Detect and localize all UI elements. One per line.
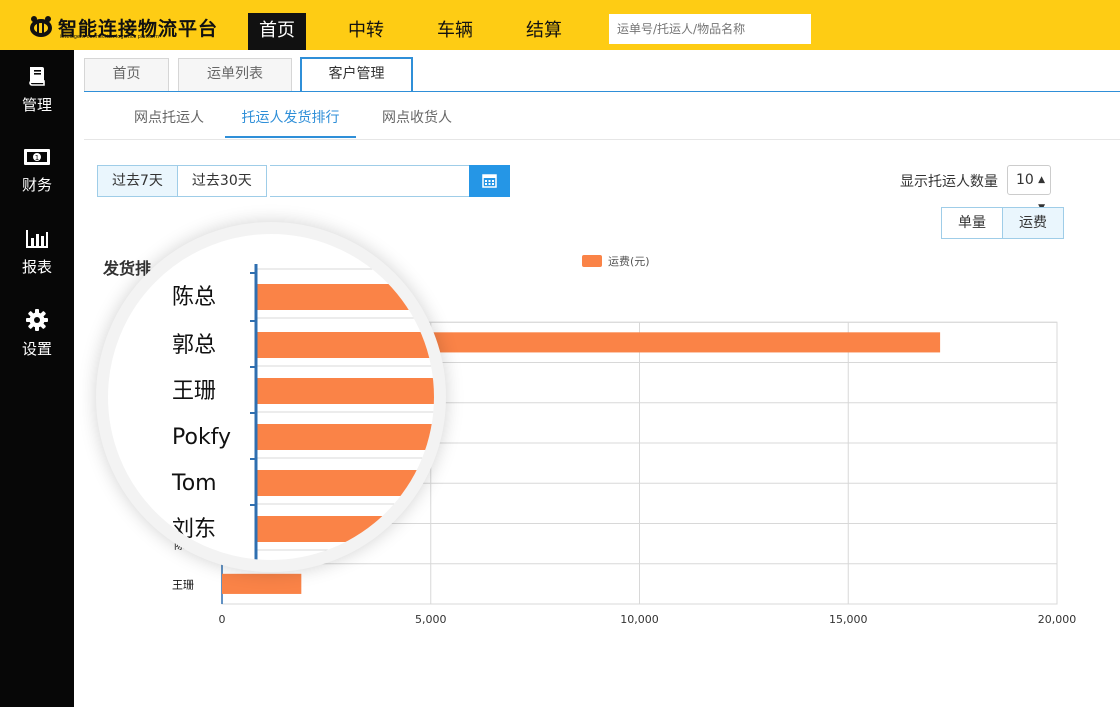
sidebar-label: 财务 bbox=[21, 176, 52, 194]
mag-y-label: Tom bbox=[171, 471, 217, 496]
subtab-branch-receivers[interactable]: 网点收货人 bbox=[382, 110, 452, 126]
last-30-days-button[interactable]: 过去30天 bbox=[176, 166, 266, 196]
x-tick-label: 20,000 bbox=[1038, 613, 1077, 626]
sidebar-item-finance[interactable]: 1 财务 bbox=[0, 146, 74, 218]
magnifier-overlay: 陈总郭总王珊 Pokfy Tom 刘东 bbox=[96, 222, 446, 572]
mag-bar bbox=[256, 378, 434, 404]
metric-toggle-group: 单量 运费 bbox=[941, 207, 1064, 239]
sidebar-label: 管理 bbox=[21, 96, 52, 114]
nav-vehicles[interactable]: 车辆 bbox=[437, 20, 473, 41]
mag-bar bbox=[256, 516, 434, 542]
mag-y-label: 陈总 bbox=[172, 285, 216, 310]
x-tick-label: 15,000 bbox=[829, 613, 868, 626]
calendar-button[interactable] bbox=[469, 165, 510, 197]
date-range-group: 过去7天 过去30天 bbox=[97, 165, 267, 197]
mag-bar bbox=[256, 424, 434, 450]
chart-title: 发货排 bbox=[103, 259, 152, 278]
x-tick-label: 5,000 bbox=[415, 613, 447, 626]
mag-bar bbox=[256, 284, 434, 310]
metric-freight-button[interactable]: 运费 bbox=[1002, 208, 1063, 238]
gear-icon bbox=[26, 309, 48, 331]
subtab-shipper-ranking[interactable]: 托运人发货排行 bbox=[225, 100, 356, 138]
subtab-branch-shippers[interactable]: 网点托运人 bbox=[134, 110, 204, 126]
search-input[interactable] bbox=[609, 14, 811, 44]
mag-y-label: 王珊 bbox=[172, 379, 216, 404]
money-icon: 1 bbox=[24, 149, 50, 165]
shipper-count-value: 10 bbox=[1016, 172, 1034, 188]
mag-y-label: 郭总 bbox=[172, 333, 216, 358]
legend-label: 运费(元) bbox=[608, 255, 650, 268]
logo[interactable]: 智能连接物流平台 intelligent connection logistic… bbox=[26, 10, 217, 44]
tab-waybill-list[interactable]: 运单列表 bbox=[178, 58, 292, 91]
bee-logo-icon bbox=[30, 16, 52, 37]
logo-title: 智能连接物流平台 bbox=[58, 18, 219, 40]
tabs-divider bbox=[84, 91, 1120, 92]
sidebar-item-reports[interactable]: 报表 bbox=[0, 228, 74, 300]
top-bar: 智能连接物流平台 intelligent connection logistic… bbox=[0, 0, 1120, 50]
sidebar: 管理 1 财务 报表 bbox=[0, 50, 74, 707]
metric-order-count-button[interactable]: 单量 bbox=[942, 208, 1002, 238]
mag-y-label: Pokfy bbox=[172, 425, 231, 450]
nav-home[interactable]: 首页 bbox=[248, 13, 306, 50]
bar bbox=[222, 573, 302, 594]
mag-bar bbox=[256, 332, 434, 358]
sidebar-label: 报表 bbox=[21, 258, 52, 276]
book-icon bbox=[29, 67, 45, 86]
last-7-days-button[interactable]: 过去7天 bbox=[98, 166, 177, 196]
sidebar-label: 设置 bbox=[21, 340, 52, 358]
legend-swatch bbox=[582, 255, 602, 267]
bar-chart-icon bbox=[26, 230, 48, 248]
nav-transfer[interactable]: 中转 bbox=[348, 20, 384, 41]
logo-subtitle: intelligent connection logistics platfor… bbox=[60, 34, 160, 40]
mag-bar bbox=[256, 470, 434, 496]
sidebar-item-manage[interactable]: 管理 bbox=[0, 64, 74, 136]
tab-home[interactable]: 首页 bbox=[84, 58, 169, 91]
svg-text:1: 1 bbox=[35, 154, 39, 162]
subtabs-divider bbox=[84, 139, 1120, 140]
x-tick-label: 0 bbox=[219, 613, 226, 626]
tab-customer-management[interactable]: 客户管理 bbox=[300, 57, 413, 92]
shipper-count-select[interactable]: 10 ▲▼ bbox=[1007, 165, 1051, 213]
x-tick-label: 10,000 bbox=[620, 613, 659, 626]
nav-settlement[interactable]: 结算 bbox=[526, 20, 562, 41]
shipper-count-label: 显示托运人数量 bbox=[900, 174, 998, 190]
mag-y-label: 刘东 bbox=[172, 517, 216, 542]
calendar-icon bbox=[482, 174, 497, 188]
y-tick-label: 王珊 bbox=[172, 579, 194, 592]
sidebar-item-settings[interactable]: 设置 bbox=[0, 308, 74, 380]
